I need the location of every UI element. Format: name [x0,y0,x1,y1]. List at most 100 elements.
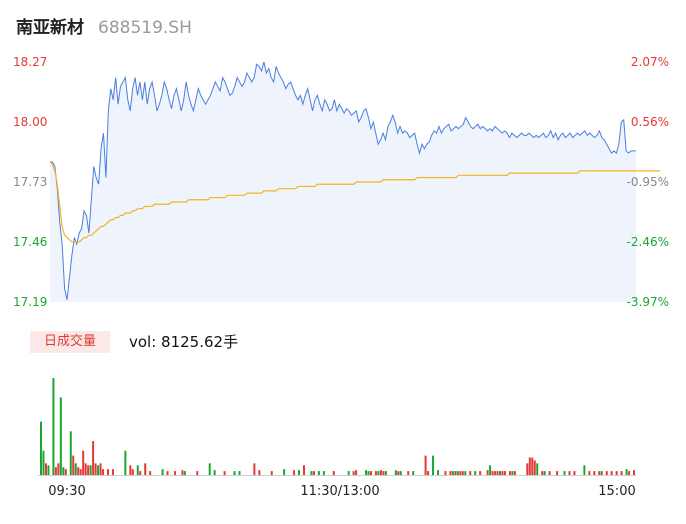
volume-bar [293,470,296,475]
volume-bar [365,470,368,475]
volume-bar [303,465,305,475]
volume-bar [74,463,77,475]
volume-bar [208,463,211,475]
volume-bar [57,463,60,475]
volume-bar [355,470,358,475]
volume-bar [424,455,427,475]
volume-bar [183,471,186,475]
y-right-tick-label: 0.56% [631,115,669,129]
volume-bar [87,465,90,475]
volume-bar [499,471,502,475]
y-left-tick-label: 18.00 [13,115,47,129]
volume-bar [94,463,97,475]
volume-bar [44,463,47,475]
volume-bar [298,470,301,475]
volume-bar [59,397,62,475]
volume-bar [347,471,350,475]
volume-bar [270,471,273,475]
volume-bar [283,469,286,475]
price-plot-area [49,61,661,302]
volume-bar [432,455,435,475]
price-area [50,62,636,302]
volume-bar [64,469,67,475]
volume-bar [317,471,320,475]
volume-bar [526,463,529,475]
volume-bar [77,467,80,475]
volume-bar [451,471,454,475]
volume-bar [548,471,551,475]
volume-bar [491,471,494,475]
volume-bar [166,471,169,475]
x-axis-labels: 09:30 11:30/13:00 15:00 [48,484,635,499]
y-left-tick-label: 18.27 [13,55,47,69]
y-right-tick-label: -3.97% [627,295,669,309]
volume-bar [233,471,236,475]
volume-bar [486,470,489,475]
volume-bar [583,465,586,475]
volume-bar [213,470,216,475]
volume-bar [173,471,176,475]
volume-bar [625,469,628,475]
volume-bar [89,465,92,475]
volume-bar [223,471,226,475]
volume-bar [444,471,447,475]
volume-bar [456,471,459,475]
volume-bar [374,471,377,475]
volume-bar [79,469,82,475]
y-right-tick-label: -2.46% [627,235,669,249]
volume-bar [399,471,402,475]
volume-bar [593,471,596,475]
volume-bar [332,471,335,475]
volume-bar [161,469,164,475]
volume-bar [528,457,531,475]
volume-bar [541,471,544,475]
volume-bar [312,471,315,475]
volume-bar [181,470,184,475]
volume-bar [588,471,591,475]
volume-bar [42,450,45,475]
stock-header: 南亚新材 688519.SH [16,13,192,39]
volume-bar [352,471,355,475]
volume-bar [474,471,477,475]
y-left-tick-label: 17.73 [13,175,47,189]
volume-bar [54,467,57,475]
volume-bar [610,471,613,475]
volume-bar [52,378,55,475]
volume-bar [494,471,497,475]
volume-plot-area [38,378,636,476]
volume-bar [461,471,464,475]
volume-bar [479,471,482,475]
stock-code: 688519.SH [98,18,192,38]
volume-bar [556,471,559,475]
volume-bar [469,471,472,475]
volume-bar [367,471,370,475]
volume-bar [427,471,430,475]
volume-bar [144,463,147,475]
daily-volume-tab[interactable]: 日成交量 [30,331,110,353]
volume-bar [568,471,571,475]
y-axis-labels: 18.27 18.00 17.73 17.46 17.19 2.07% 0.56% -0.95… [13,55,669,309]
volume-bar [543,471,546,475]
price-line [50,61,636,300]
volume-bar [536,463,539,475]
volume-bar [47,465,50,475]
volume-bar [97,465,100,475]
volume-bar [124,450,127,475]
volume-bar [92,441,95,475]
volume-bar [489,465,492,475]
volume-bar [99,463,102,475]
volume-bar [258,470,261,475]
volume-bar [600,471,603,475]
volume-bar [397,471,400,475]
volume-bar [513,471,516,475]
volume-bar [412,471,415,475]
volume-readout: vol: 8125.62手 [129,333,239,351]
x-tick-label: 11:30/13:00 [300,484,379,499]
volume-bar [382,471,385,475]
volume-bar [605,471,608,475]
volume-bar [84,463,87,475]
average-price-line [49,161,661,243]
volume-bar [511,471,514,475]
volume-bar [508,471,511,475]
